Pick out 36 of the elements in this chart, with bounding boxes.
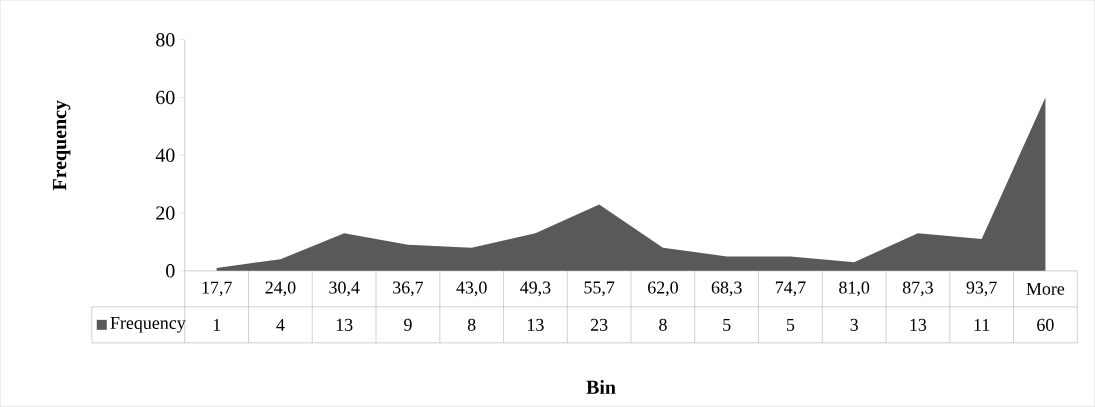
data-label: 60 [1037,319,1054,332]
data-label: 13 [910,319,927,332]
x-tick-label: 62,0 [648,281,678,297]
data-label: 8 [659,319,667,332]
data-label: 23 [590,319,608,332]
x-tick-label: 74,7 [775,281,806,297]
data-label: 11 [974,319,990,331]
x-tick-label: 81,0 [839,281,870,297]
x-axis-title: Bin [586,380,616,395]
x-tick-label: 87,3 [902,281,933,297]
y-tick-label: 0 [166,264,175,278]
y-tick-label: 40 [155,148,175,163]
data-label: 9 [404,319,412,332]
data-label: 13 [336,319,353,332]
data-label: 8 [467,319,476,332]
x-tick-label: 49,3 [520,281,551,297]
data-label: 5 [723,319,731,332]
x-tick-label: 24,0 [265,281,296,297]
y-tick-label: 60 [156,90,175,105]
data-label: 13 [528,319,544,332]
data-label: 3 [850,319,858,332]
x-tick-label: 30,4 [329,281,360,297]
y-axis-title: Frequency [53,100,71,191]
data-label: 5 [787,319,795,332]
y-tick-label: 20 [156,206,175,220]
legend-label: Frequency [110,317,186,333]
y-tick-label: 80 [156,33,175,47]
data-label: 1 [213,319,221,331]
x-tick-label: 36,7 [393,281,424,297]
x-tick-label: 17,7 [202,281,232,297]
x-tick-label: 93,7 [966,281,997,297]
x-tick-label: 55,7 [584,281,615,297]
x-tick-label: More [1026,283,1065,295]
x-tick-label: 43,0 [456,281,487,297]
data-label: 4 [276,319,285,331]
x-tick-label: 68,3 [711,281,742,297]
